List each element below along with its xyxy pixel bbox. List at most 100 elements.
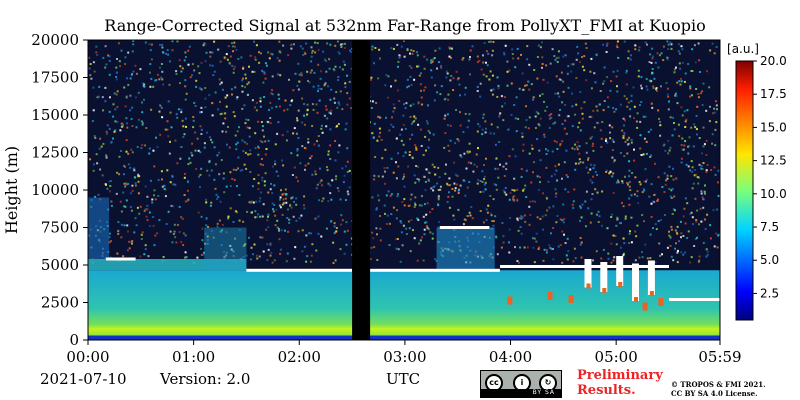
noise-speck [576,45,579,48]
noise-speck [557,163,560,166]
noise-speck [263,180,266,183]
noise-speck [698,259,701,262]
noise-speck [171,174,174,177]
noise-speck [137,180,140,183]
noise-speck [149,71,151,74]
noise-speck [614,235,617,237]
noise-speck [642,153,645,156]
noise-speck [651,106,654,109]
noise-speck [702,145,705,148]
noise-speck [393,107,396,110]
noise-speck [237,58,240,60]
noise-speck [135,224,138,227]
noise-speck [298,217,301,220]
noise-speck [244,243,247,246]
noise-speck [94,195,97,198]
noise-speck [306,113,309,116]
noise-speck [176,223,179,226]
noise-speck [605,171,608,173]
noise-speck [577,52,580,55]
noise-speck [502,119,505,122]
noise-speck [317,215,320,218]
noise-speck [137,192,140,195]
noise-speck [221,130,224,133]
noise-speck [420,195,423,198]
noise-speck [611,138,614,141]
noise-speck [101,174,104,177]
noise-speck [619,151,622,154]
noise-speck [414,117,417,120]
noise-speck [477,178,479,181]
noise-speck [640,84,642,87]
noise-speck [307,141,310,144]
noise-speck [374,47,377,49]
noise-speck [157,195,160,197]
noise-speck [430,187,433,190]
noise-speck [574,113,577,116]
noise-speck [233,115,236,118]
noise-speck [117,42,120,45]
noise-speck [431,232,434,235]
noise-speck [675,95,678,97]
noise-speck [388,244,391,246]
noise-speck [160,107,163,109]
noise-speck [450,74,453,77]
noise-speck [271,106,273,109]
noise-speck [131,184,134,187]
noise-speck [485,75,488,78]
noise-speck [137,118,140,121]
noise-speck [482,113,485,116]
noise-speck [232,250,235,253]
noise-speck [339,223,342,226]
noise-speck [423,55,426,58]
noise-speck [337,79,340,81]
noise-speck [258,51,260,54]
noise-speck [437,198,440,201]
noise-speck [711,42,714,45]
noise-speck [407,220,410,223]
noise-speck [445,76,448,79]
noise-speck [613,256,616,259]
noise-speck [444,114,447,117]
noise-speck [296,149,299,152]
noise-speck [370,246,373,249]
noise-speck [338,52,341,55]
cloud-edge [586,283,591,289]
noise-speck [130,118,133,120]
no-data-gap [352,40,371,340]
noise-speck [461,58,464,61]
noise-speck [426,226,429,229]
noise-speck [567,86,570,89]
noise-speck [542,228,545,231]
noise-speck [470,162,473,165]
noise-speck [544,109,547,112]
noise-speck [446,124,449,127]
noise-speck [320,179,323,182]
noise-speck [232,111,235,114]
noise-speck [220,159,223,161]
noise-speck [406,78,409,81]
noise-speck [115,76,118,78]
noise-speck [563,233,565,236]
noise-speck [171,49,174,52]
noise-speck [334,259,337,262]
noise-speck [539,46,542,49]
noise-speck [630,194,633,197]
noise-speck [667,108,670,111]
noise-speck [425,168,428,171]
noise-speck [175,241,178,244]
noise-speck [247,81,250,84]
noise-speck [191,154,194,157]
noise-speck [579,205,581,208]
noise-speck [234,210,237,213]
noise-speck [476,182,479,185]
noise-speck [641,251,643,254]
noise-speck [680,236,682,239]
noise-speck [424,221,427,224]
noise-speck [326,169,329,172]
noise-speck [100,145,103,148]
noise-speck [225,105,228,108]
noise-speck [401,244,404,247]
noise-speck [288,78,290,81]
cloud-edge [634,297,638,302]
